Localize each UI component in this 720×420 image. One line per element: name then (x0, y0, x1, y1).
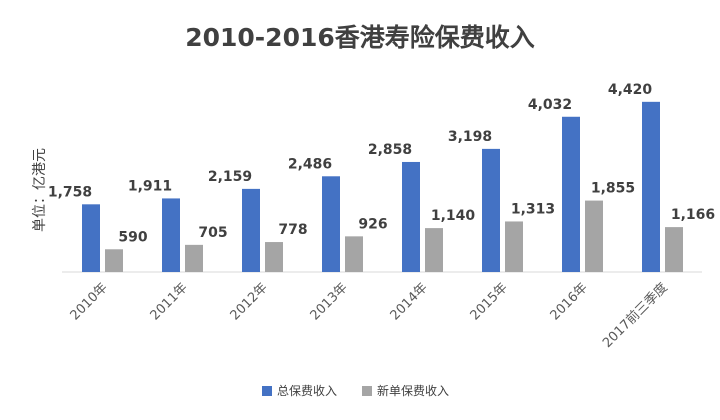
bar-new-premium-1 (185, 244, 203, 272)
bar-total-premium-4 (402, 161, 420, 272)
data-label-new-6: 1,855 (591, 181, 635, 197)
chart-title: 2010-2016香港寿险保费收入 (185, 23, 535, 52)
x-tick-label-0: 2010年 (68, 280, 111, 323)
x-tick-label-1: 2011年 (148, 280, 191, 323)
bar-total-premium-2 (242, 188, 260, 272)
x-tick-label-5: 2015年 (468, 280, 511, 323)
data-label-new-1: 705 (198, 225, 227, 241)
bar-total-premium-1 (162, 198, 180, 272)
data-label-new-2: 778 (278, 222, 307, 238)
data-label-new-5: 1,313 (511, 201, 555, 217)
chart-legend: 总保费收入 新单保费收入 (262, 383, 449, 398)
data-label-new-4: 1,140 (431, 208, 476, 224)
data-label-total-1: 1,911 (128, 178, 172, 194)
bar-total-premium-3 (322, 176, 340, 272)
data-label-total-0: 1,758 (48, 184, 92, 200)
bar-new-premium-4 (425, 228, 443, 272)
bar-new-premium-6 (585, 200, 603, 272)
data-label-total-7: 4,420 (608, 82, 653, 98)
data-label-total-5: 3,198 (448, 129, 492, 145)
bar-new-premium-0 (105, 249, 123, 272)
legend-label-0: 总保费收入 (277, 384, 337, 398)
data-label-new-0: 590 (118, 229, 147, 245)
data-label-new-7: 1,166 (671, 207, 715, 223)
data-label-total-4: 2,858 (368, 142, 412, 158)
chart-plot-area: 1,758 590 2010年 1,911 705 2011年 2,159 778 2012年 2… (48, 82, 715, 351)
legend-label-1: 新单保费收入 (377, 383, 449, 398)
data-label-total-3: 2,486 (288, 156, 332, 172)
data-label-total-6: 4,032 (528, 97, 572, 113)
bar-new-premium-5 (505, 221, 523, 272)
data-label-total-2: 2,159 (208, 169, 252, 185)
x-tick-label-7: 2017前三季度 (599, 280, 670, 351)
bar-new-premium-3 (345, 236, 363, 272)
bar-new-premium-2 (265, 242, 283, 272)
legend-swatch-0 (262, 386, 272, 396)
legend-swatch-1 (362, 386, 372, 396)
bar-total-premium-6 (562, 116, 580, 272)
y-axis-label: 单位：亿港元 (32, 148, 48, 232)
bar-new-premium-7 (665, 227, 683, 272)
bar-total-premium-0 (82, 204, 100, 272)
x-tick-label-2: 2012年 (228, 280, 271, 323)
x-tick-label-4: 2014年 (388, 280, 431, 323)
bar-total-premium-7 (642, 101, 660, 272)
bar-total-premium-5 (482, 148, 500, 272)
x-tick-label-3: 2013年 (308, 280, 351, 323)
data-label-new-3: 926 (358, 216, 387, 232)
x-tick-label-6: 2016年 (548, 280, 591, 323)
